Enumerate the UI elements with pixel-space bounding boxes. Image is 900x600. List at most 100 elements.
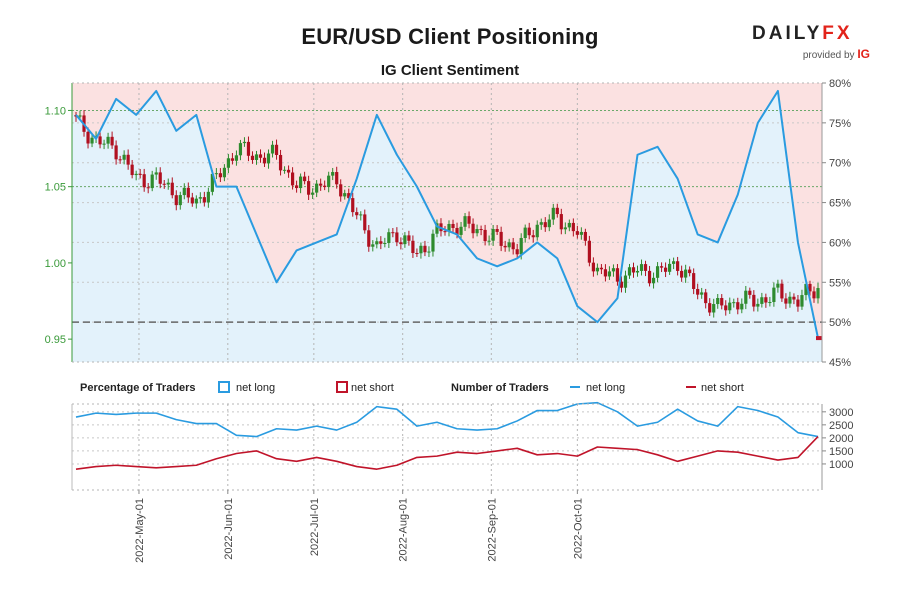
candle-body <box>343 193 347 197</box>
legend-pct-long-label: net long <box>236 382 275 394</box>
price-candle <box>499 226 503 252</box>
price-candle <box>744 285 748 310</box>
candle-body <box>331 172 335 176</box>
price-candle <box>154 167 158 180</box>
candle-body <box>327 175 331 188</box>
dailyfx-logo[interactable]: DAILYFX provided by IG <box>752 24 870 64</box>
candle-body <box>587 240 591 263</box>
candle-body <box>527 227 531 236</box>
candle-body <box>395 232 399 243</box>
candle-body <box>495 229 499 232</box>
candle-body <box>607 271 612 277</box>
candle-body <box>475 229 479 234</box>
candle-body <box>804 283 808 296</box>
candle-body <box>106 136 110 144</box>
candle-body <box>114 145 118 160</box>
price-candle <box>515 243 519 258</box>
price-candle <box>323 180 327 191</box>
price-candle <box>587 235 591 267</box>
candle-body <box>800 295 804 307</box>
long-zone-background <box>72 90 822 362</box>
percent-axis-label: 55% <box>829 277 851 289</box>
price-candle <box>335 166 339 189</box>
candle-body <box>499 231 503 246</box>
latest-net-short-marker <box>816 336 822 341</box>
candle-body <box>455 227 459 235</box>
candle-body <box>479 229 483 231</box>
candle-body <box>222 167 226 178</box>
price-candle <box>479 225 483 236</box>
price-candle <box>483 224 487 246</box>
candle-body <box>134 173 138 176</box>
price-candle <box>274 139 279 160</box>
candle-body <box>182 187 186 196</box>
candle-body <box>704 292 708 304</box>
price-candle <box>651 272 656 289</box>
candle-body <box>571 222 575 232</box>
price-candle <box>238 139 243 161</box>
candle-body <box>623 275 628 288</box>
candle-body <box>443 231 447 233</box>
percent-axis-label: 60% <box>829 237 851 249</box>
price-candle <box>487 235 491 246</box>
candle-body <box>294 185 299 189</box>
price-axis-label: 0.95 <box>45 334 66 346</box>
candle-body <box>503 245 507 248</box>
candle-body <box>551 207 555 220</box>
candle-body <box>303 176 307 182</box>
candle-body <box>676 261 680 271</box>
price-candle <box>194 195 198 209</box>
price-candle <box>222 164 226 182</box>
price-candle <box>704 288 708 309</box>
logo-ig: IG <box>857 47 870 61</box>
candle-body <box>796 299 800 307</box>
candle-body <box>278 154 283 171</box>
price-candle <box>555 203 559 218</box>
candle-body <box>290 172 295 186</box>
candle-body <box>431 233 435 252</box>
price-candle <box>595 263 600 276</box>
price-candle <box>563 222 567 235</box>
price-candle <box>379 236 383 250</box>
price-candle <box>583 228 587 246</box>
candle-body <box>643 264 648 271</box>
price-candle <box>535 220 539 241</box>
candle-body <box>555 207 559 215</box>
price-candle <box>122 150 126 165</box>
price-candle <box>327 171 331 193</box>
candle-body <box>178 195 182 206</box>
candle-body <box>375 241 379 245</box>
candle-body <box>355 212 359 216</box>
candle-body <box>519 237 523 255</box>
price-candle <box>475 224 479 237</box>
price-candle <box>615 264 620 286</box>
candle-body <box>174 195 178 206</box>
price-candle <box>635 265 640 277</box>
candle-body <box>138 173 142 175</box>
candle-body <box>339 184 343 197</box>
candle-body <box>487 240 491 242</box>
price-candle <box>315 180 319 198</box>
candle-body <box>194 198 198 204</box>
candle-body <box>234 155 239 161</box>
candle-body <box>198 197 202 199</box>
candle-body <box>515 249 519 255</box>
price-candle <box>507 238 511 252</box>
price-candle <box>114 140 118 165</box>
price-candle <box>808 280 812 296</box>
price-candle <box>266 149 271 169</box>
logo-provided-text: provided by <box>802 50 855 61</box>
price-candle <box>720 294 724 310</box>
candle-body <box>78 115 82 117</box>
price-candle <box>419 242 423 259</box>
candle-body <box>780 283 784 299</box>
candle-body <box>680 270 684 278</box>
candle-body <box>659 266 664 268</box>
candle-body <box>768 301 772 303</box>
percent-axis-label: 50% <box>829 317 851 329</box>
candle-body <box>447 223 451 232</box>
candle-body <box>736 302 740 310</box>
candle-body <box>808 283 812 292</box>
candle-body <box>367 230 371 247</box>
price-candle <box>290 167 295 190</box>
